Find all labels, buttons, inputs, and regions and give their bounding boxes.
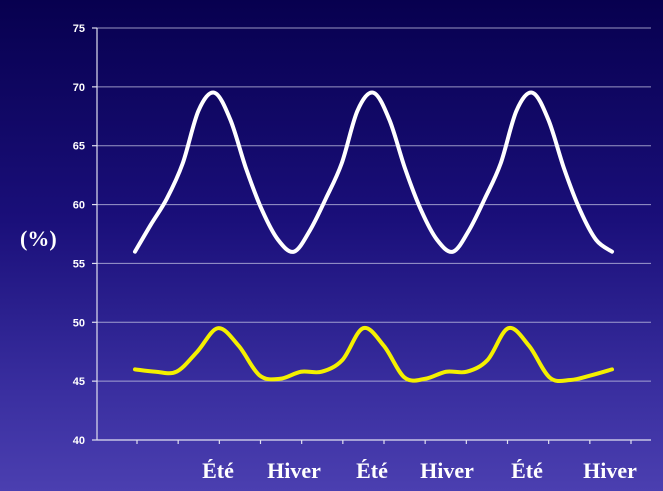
x-category-label: Hiver [420,458,474,483]
y-tick-label: 50 [73,317,85,329]
x-category-label: Été [511,458,543,483]
x-category-label: Été [356,458,388,483]
y-tick-label: 70 [73,82,85,94]
y-tick-label: 55 [73,258,85,270]
axes [92,27,651,444]
y-axis-label: (%) [20,226,57,251]
y-tick-label: 45 [73,376,85,388]
series-line-yellow [133,325,614,384]
y-tick-label: 60 [73,200,85,212]
series-line-white [133,90,614,254]
series-lines [133,90,614,384]
tick-labels: 40 45 50 55 60 65 70 75 Été Hiver Été Hiver Été Hiver [73,23,637,483]
y-tick-label: 40 [73,435,85,447]
y-tick-label: 65 [73,141,85,153]
x-category-label: Hiver [267,458,321,483]
y-tick-label: 75 [73,23,85,35]
x-category-label: Hiver [583,458,637,483]
x-category-label: Été [202,458,234,483]
